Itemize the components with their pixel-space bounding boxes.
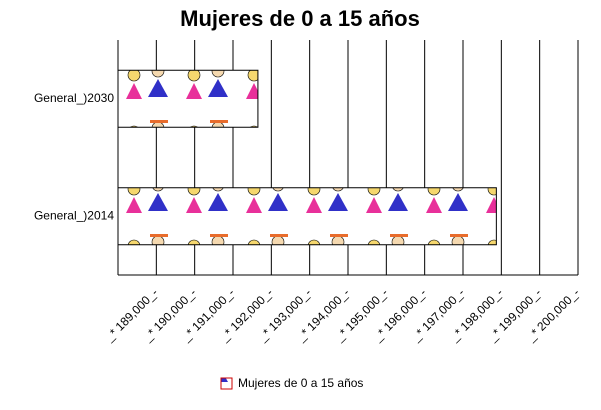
legend-label: Mujeres de 0 a 15 años [238, 376, 363, 390]
y-tick-label: General_)2014 [34, 208, 114, 222]
bar [117, 69, 259, 128]
legend-swatch [220, 377, 233, 390]
bar [117, 187, 497, 246]
chart-title: Mujeres de 0 a 15 años [180, 6, 420, 31]
y-tick-label: General_)2030 [34, 91, 114, 105]
